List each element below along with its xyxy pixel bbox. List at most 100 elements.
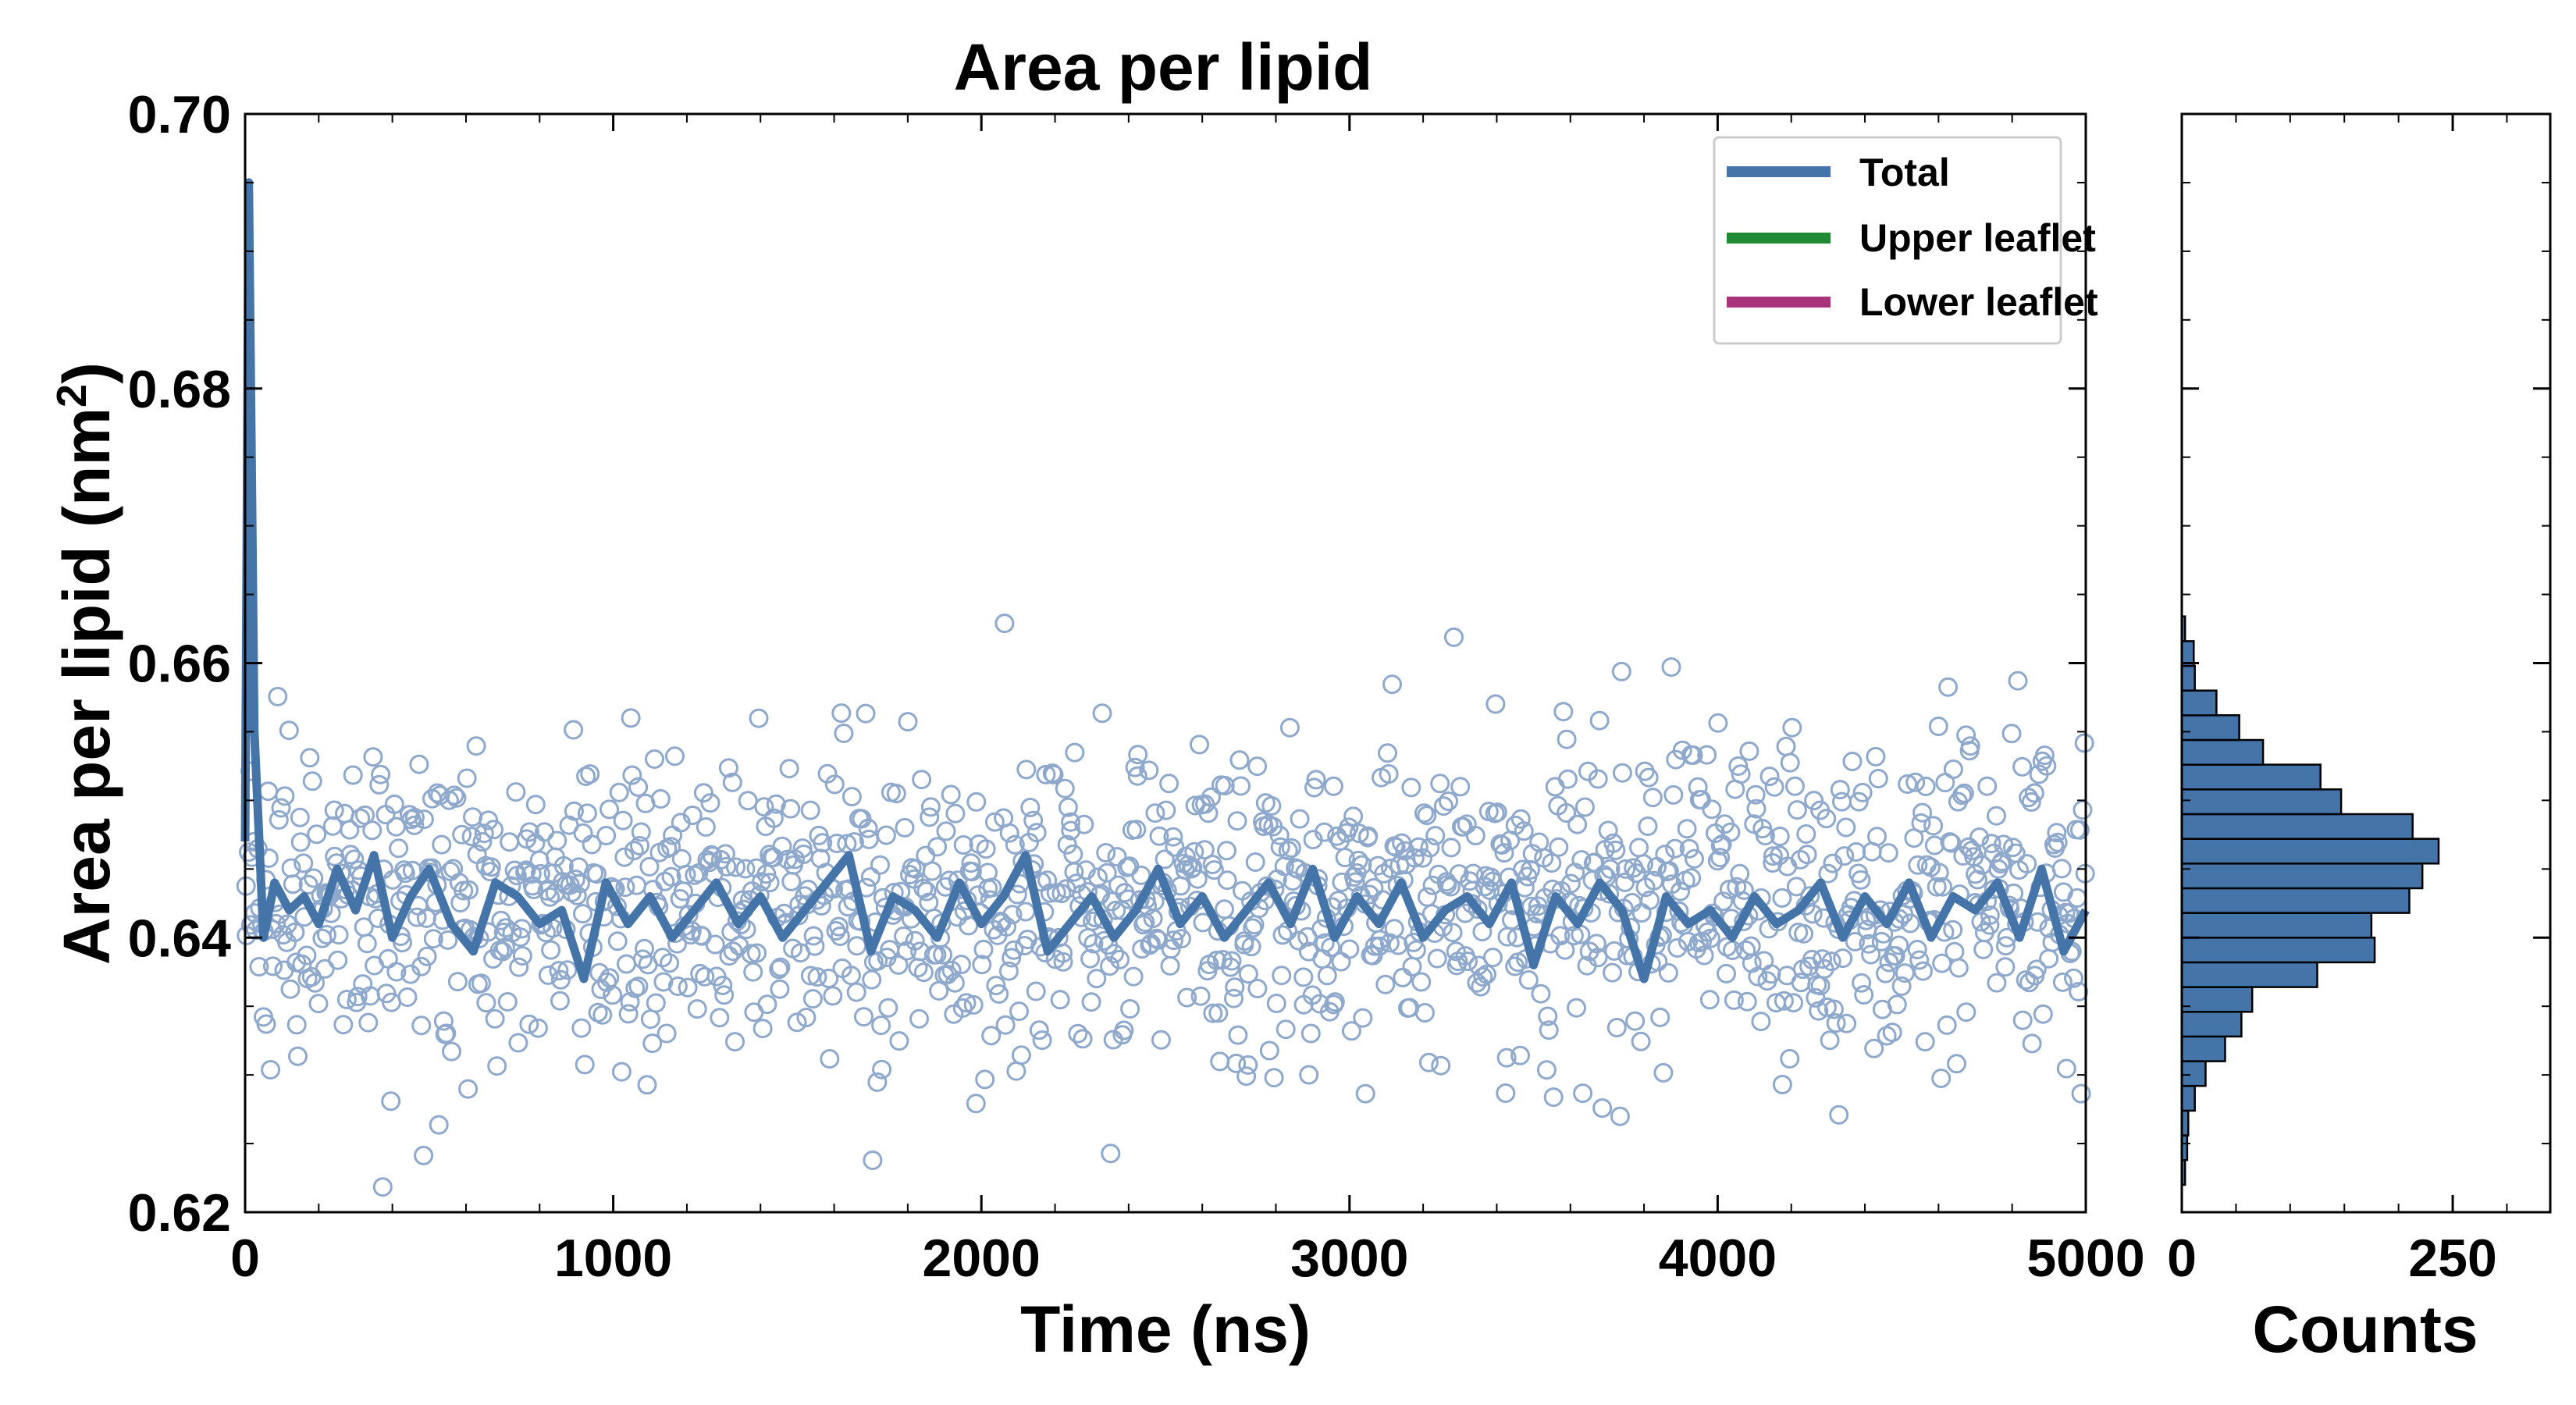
scatter-point [1734,880,1754,900]
scatter-point [1044,765,1064,784]
scatter-point [1165,837,1185,857]
scatter-point [2047,823,2067,843]
scatter-point [1710,835,1731,855]
scatter-point [1472,922,1493,942]
scatter-point [1026,981,1046,1001]
scatter-point [1829,1104,1849,1125]
scatter-point [905,930,925,951]
scatter-point [1187,869,1208,889]
scatter-point [856,703,876,724]
scatter-point [895,817,915,838]
scatter-point [1878,843,1898,863]
scatter-point [1913,961,1933,981]
scatter-point [847,936,867,956]
y-axis-label-superscript: 2 [48,384,95,407]
scatter-point [1482,948,1503,968]
scatter-point [1887,994,1907,1015]
scatter-point [1236,1066,1257,1087]
scatter-point [1555,940,1575,960]
scatter-point [1927,877,1947,897]
scatter-point [1670,881,1690,902]
scatter-point [286,1015,307,1035]
scatter-point [1101,1144,1121,1164]
scatter-point [1110,949,1130,969]
scatter-point [671,848,692,869]
scatter-point [1638,767,1659,788]
scatter-point [770,979,790,999]
scatter-point [614,847,635,867]
scatter-point [474,823,494,844]
scatter-point [660,953,680,973]
scatter-points [236,614,2095,1197]
y-axis-label-close: ) [50,362,123,384]
scatter-point [630,836,649,855]
scatter-point [1133,915,1154,935]
scatter-point [1073,1029,1093,1049]
scatter-point [1852,782,1873,802]
scatter-point [1588,948,1608,968]
scatter-point [945,803,966,823]
scatter-point [294,853,314,873]
scatter-point [929,980,949,1001]
scatter-point [1876,963,1895,984]
scatter-point [1293,967,1314,987]
scatter-point [800,966,820,986]
scatter-point [1759,767,1780,787]
scatter-point [1080,948,1101,969]
scatter-point [1650,1007,1670,1027]
histogram-bar [2180,1010,2243,1038]
scatter-point [580,764,600,784]
scatter-point [2026,959,2047,980]
scatter-point [547,831,568,851]
scatter-point [389,838,409,859]
scatter-point [645,749,664,769]
scatter-point [1032,1030,1052,1051]
scatter-point [340,845,361,865]
scatter-point [1586,934,1606,954]
scatter-point [1694,945,1714,966]
scatter-point [1159,774,1179,794]
scatter-point [872,1059,892,1080]
scatter-point [1266,994,1286,1013]
scatter-point [1665,838,1685,859]
scatter-point [961,853,981,873]
scatter-point [271,798,291,818]
scatter-point [625,978,646,998]
y-tick-label: 0.70 [128,85,231,144]
scatter-point [1861,944,1881,965]
scatter-point [1923,816,1944,836]
scatter-point [717,856,737,877]
scatter-point [725,1032,745,1052]
scatter-point [894,926,914,946]
scatter-point [2051,859,2072,879]
scatter-point [479,810,499,831]
scatter-point [607,931,628,951]
scatter-point [519,1014,539,1034]
scatter-point [1543,1087,1564,1108]
scatter-point [285,922,305,942]
scatter-point [1644,870,1664,891]
scatter-point [1203,1003,1223,1023]
scatter-point [1264,1068,1284,1088]
scatter-point [1114,1020,1134,1040]
scatter-point [1821,951,1841,972]
scatter-point [715,844,735,864]
scatter-point [1161,939,1181,959]
scatter-point [1553,702,1574,722]
scatter-point [1867,827,1887,847]
y-tick-label: 0.62 [128,1183,231,1243]
scatter-point [1485,694,1506,714]
scatter-point [829,916,849,937]
scatter-point [1909,950,1930,970]
scatter-point [1100,956,1119,976]
scatter-point [802,989,823,1009]
scatter-point [981,1026,1002,1046]
scatter-point [414,1145,434,1165]
scatter-point [1987,973,2007,993]
scatter-point [1659,861,1679,881]
scatter-point [628,777,649,797]
scatter-point [1564,926,1584,946]
scatter-point [989,984,1009,1004]
scatter-point [1228,1025,1248,1045]
scatter-point [976,839,996,859]
